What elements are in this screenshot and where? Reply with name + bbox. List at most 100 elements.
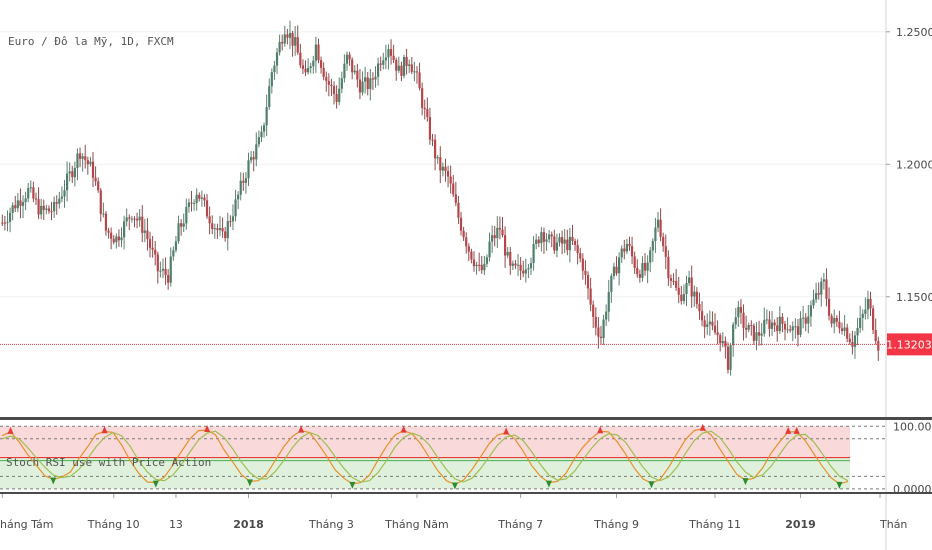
candle-body (231, 216, 235, 222)
candle-body (781, 316, 784, 324)
candle-body (283, 34, 286, 44)
candle-body (182, 223, 185, 227)
candle-body (664, 246, 667, 257)
candle-body (454, 194, 457, 203)
candle-body (353, 70, 356, 73)
candle-body (537, 239, 540, 244)
candle-body (389, 49, 393, 56)
indicator-axis-label: 0.0000 (893, 483, 932, 496)
candle-body (452, 183, 455, 195)
candle-body (369, 78, 372, 90)
candle-body (397, 65, 400, 71)
candle-body (296, 37, 299, 53)
candle-body (379, 63, 382, 65)
candle-body (467, 246, 470, 252)
candle-body (750, 324, 753, 326)
candle-body (112, 238, 115, 243)
candle-body (659, 219, 662, 237)
candle-body (535, 239, 538, 245)
candle-body (796, 326, 800, 335)
candle-body (421, 88, 424, 108)
candle-body (532, 244, 535, 264)
candle-body (682, 293, 686, 301)
candle-body (757, 332, 761, 336)
candle-body (625, 243, 628, 252)
oversold-signal (648, 481, 655, 489)
candle-body (853, 335, 857, 347)
candle-body (848, 338, 851, 343)
candle-body (864, 309, 867, 314)
candle-body (14, 205, 17, 209)
candle-body (768, 319, 771, 329)
candle-body (312, 60, 315, 67)
candle-body (734, 317, 737, 325)
candle-body (444, 166, 447, 171)
candle-body (488, 241, 491, 258)
time-axis-label: 2019 (785, 518, 816, 531)
candle-body (97, 181, 100, 191)
time-axis-label: Tháng 10 (87, 518, 140, 531)
candle-body (224, 231, 227, 239)
time-axis-label: Tháng 11 (688, 518, 741, 531)
candle-body (174, 241, 178, 251)
candle-body (465, 237, 468, 247)
candle-body (872, 308, 875, 330)
candle-body (161, 268, 165, 271)
candle-body (268, 86, 271, 108)
candle-body (703, 320, 706, 327)
candle-body (693, 291, 696, 297)
candle-body (553, 236, 556, 251)
candle-body (519, 264, 522, 271)
candle-body (319, 60, 323, 68)
candle-body (436, 157, 439, 159)
candle-body (252, 157, 255, 160)
candle-body (558, 237, 561, 243)
candle-body (71, 171, 74, 178)
candle-body (195, 194, 198, 204)
candle-body (874, 329, 877, 341)
candle-body (529, 263, 533, 269)
candle-body (262, 125, 266, 132)
candle-body (636, 267, 639, 275)
candle-body (423, 107, 426, 110)
candle-body (711, 321, 714, 326)
candle-body (141, 216, 144, 233)
candle-body (441, 166, 444, 171)
candle-body (846, 327, 849, 339)
candle-body (265, 107, 268, 126)
price-candles (1, 20, 880, 376)
candle-body (177, 223, 180, 242)
candle-body (120, 237, 123, 241)
candle-body (783, 323, 787, 330)
candle-body (540, 232, 543, 244)
candle-body (37, 199, 40, 215)
candle-body (817, 293, 820, 295)
candle-body (340, 78, 343, 89)
candle-body (856, 328, 859, 336)
oversold-zone (0, 457, 850, 489)
time-axis-label: 2018 (233, 518, 264, 531)
candle-body (550, 234, 553, 237)
candle-body (102, 213, 105, 215)
candle-body (449, 176, 452, 184)
candle-body (418, 72, 421, 89)
candle-body (6, 221, 9, 223)
candle-body (573, 240, 577, 246)
candle-body (395, 59, 398, 71)
candle-body (400, 65, 403, 76)
candle-body (234, 199, 237, 217)
candle-body (869, 298, 872, 309)
candle-body (752, 325, 755, 341)
candle-body (462, 230, 465, 238)
candle-body (190, 202, 193, 204)
candle-body (597, 327, 600, 337)
candle-body (133, 218, 136, 220)
candle-body (242, 180, 245, 183)
time-axis-label: 13 (169, 518, 183, 531)
candle-body (294, 37, 297, 46)
candle-body (527, 268, 530, 270)
candle-body (237, 194, 240, 200)
candle-body (496, 227, 499, 239)
candle-body (615, 266, 618, 274)
